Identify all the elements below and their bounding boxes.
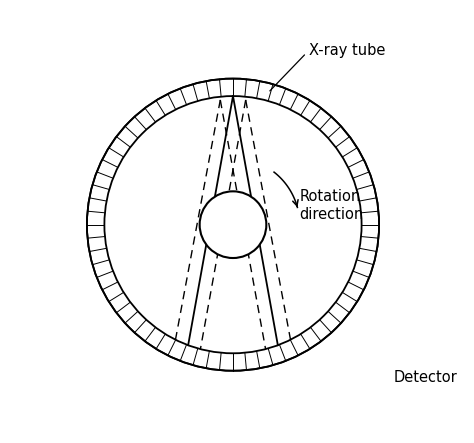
Text: X-ray tube: X-ray tube xyxy=(270,43,385,91)
Circle shape xyxy=(87,78,379,371)
Text: Detector: Detector xyxy=(393,369,457,385)
Circle shape xyxy=(104,96,362,353)
Circle shape xyxy=(200,191,266,258)
Text: Rotation
direction: Rotation direction xyxy=(300,190,364,222)
